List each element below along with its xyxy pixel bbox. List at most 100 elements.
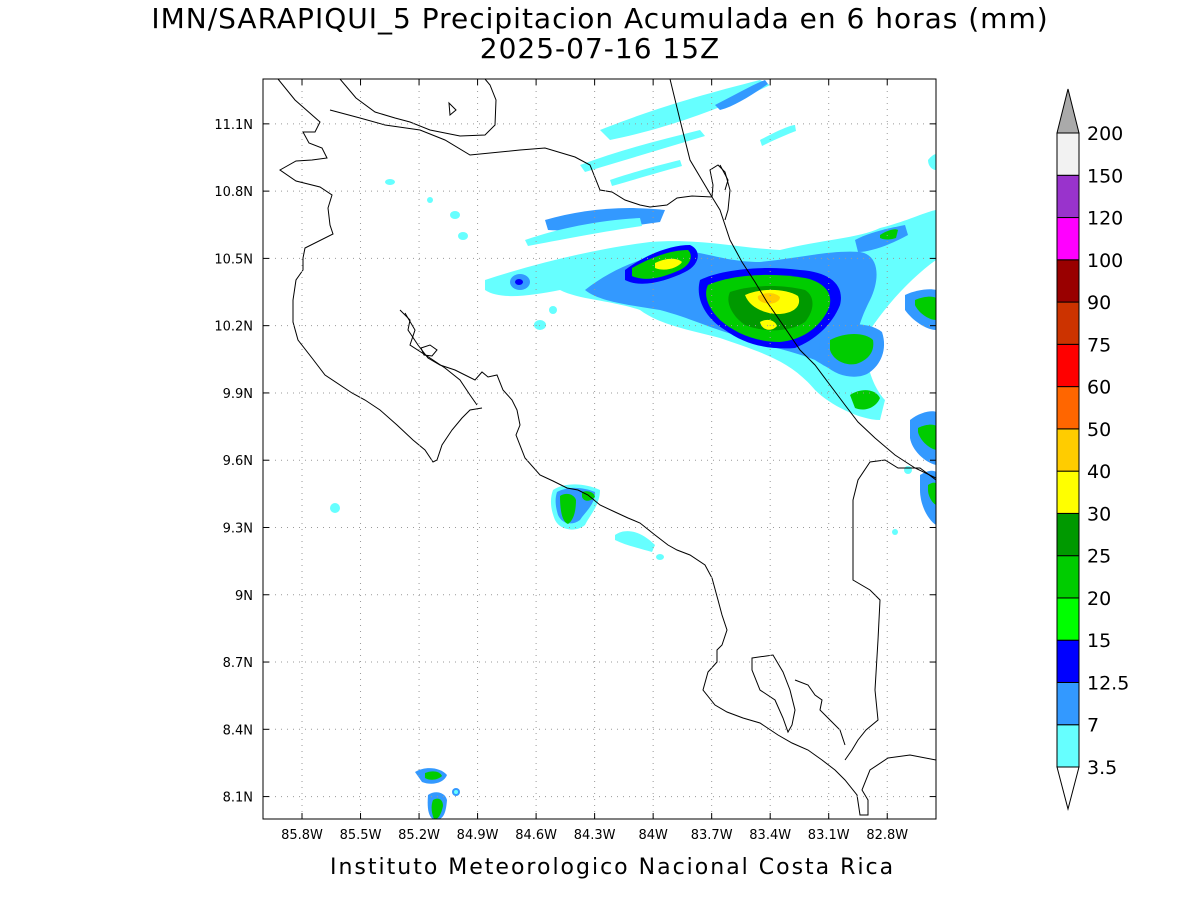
rain-cell-c bbox=[385, 179, 395, 185]
colorbar-swatch bbox=[1056, 386, 1080, 430]
y-tick-label: 10.5N bbox=[214, 252, 253, 267]
y-tick-label: 10.8N bbox=[214, 185, 253, 200]
colorbar-swatch bbox=[1056, 428, 1080, 472]
lake-nicaragua-shore bbox=[339, 79, 497, 137]
rain-se-south bbox=[850, 390, 880, 410]
rain-ne-green bbox=[880, 229, 898, 240]
rain-south-pacific-green bbox=[560, 493, 576, 524]
colorbar-swatch bbox=[1056, 512, 1080, 557]
colorbar-swatch bbox=[1056, 555, 1080, 599]
colorbar-label: 12.5 bbox=[1087, 672, 1129, 694]
rain-band-north-core bbox=[715, 80, 768, 110]
x-tick-label: 82.8W bbox=[866, 828, 908, 843]
rain-streak-3 bbox=[760, 125, 796, 146]
x-tick-label: 84.6W bbox=[515, 828, 557, 843]
x-tick-label: 83.4W bbox=[749, 828, 791, 843]
rain-far-south-2-green bbox=[431, 798, 443, 819]
north-inlet bbox=[719, 164, 729, 191]
map-date: 2025-07-16 15Z bbox=[479, 32, 721, 65]
colorbar-swatch bbox=[1056, 724, 1080, 768]
island-1 bbox=[420, 344, 438, 357]
y-tick-label: 9N bbox=[235, 589, 253, 604]
rain-se-cells-green bbox=[830, 334, 874, 365]
colorbar-label: 30 bbox=[1087, 503, 1111, 525]
x-tick-label: 85.8W bbox=[281, 828, 323, 843]
colorbar-swatch bbox=[1056, 259, 1080, 303]
rain-cell-g bbox=[534, 320, 546, 330]
colorbar-label: 3.5 bbox=[1087, 757, 1117, 779]
colorbar-label: 20 bbox=[1087, 588, 1111, 610]
rain-cell-l bbox=[656, 554, 664, 560]
rain-cell-e bbox=[458, 232, 468, 240]
colorbar-swatch bbox=[1056, 217, 1080, 261]
colorbar-label: 7 bbox=[1087, 715, 1099, 737]
y-tick-label: 9.3N bbox=[223, 521, 253, 536]
colorbar-min-triangle bbox=[1056, 766, 1080, 811]
coastline bbox=[277, 79, 936, 816]
colorbar-max-triangle bbox=[1056, 88, 1080, 134]
colorbar-swatch bbox=[1056, 174, 1080, 219]
x-tick-label: 85.2W bbox=[398, 828, 440, 843]
x-tick-label: 85.5W bbox=[340, 828, 382, 843]
colorbar-label: 200 bbox=[1087, 123, 1123, 145]
rain-south-streak bbox=[615, 531, 655, 552]
rain-band-mid-edge bbox=[525, 218, 642, 246]
rain-band-north bbox=[600, 80, 770, 140]
y-tick-label: 8.1N bbox=[223, 791, 253, 806]
rain-cell-h bbox=[549, 306, 557, 314]
rain-cell-n bbox=[454, 790, 458, 794]
y-tick-label: 9.9N bbox=[223, 387, 253, 402]
rain-core-small bbox=[760, 319, 777, 330]
map-title: IMN/SARAPIQUI_5 Precipitacion Acumulada … bbox=[151, 2, 1049, 35]
colorbar-swatch bbox=[1056, 132, 1080, 176]
x-tick-label: 84.9W bbox=[457, 828, 499, 843]
y-tick-label: 8.7N bbox=[223, 656, 253, 671]
rain-far-south-green bbox=[425, 771, 442, 780]
caribbean-coast bbox=[669, 79, 936, 479]
colorbar-label: 40 bbox=[1087, 461, 1111, 483]
colorbar: 3.5 7 12.5 15 20 25 30 40 50 60 75 90 100 120 150 200 bbox=[1056, 88, 1129, 811]
rain-east-edge-3-green bbox=[928, 482, 936, 505]
x-tick-label: 84W bbox=[638, 828, 668, 843]
rain-east-edge-1-green bbox=[915, 296, 936, 320]
colorbar-label: 50 bbox=[1087, 419, 1111, 441]
rio-san-juan bbox=[329, 109, 731, 221]
nicoya-inner bbox=[404, 312, 478, 406]
colorbar-label: 60 bbox=[1087, 377, 1111, 399]
precipitation-field bbox=[330, 80, 936, 819]
island-2 bbox=[448, 101, 457, 116]
nicaragua-coast bbox=[277, 79, 483, 463]
rain-cell-b bbox=[515, 279, 523, 285]
y-tick-label: 9.6N bbox=[223, 454, 253, 469]
axis-ticks: 85.8W 85.5W 85.2W 84.9W 84.6W 84.3W 84W 83.7W 83… bbox=[214, 79, 936, 843]
panama-border bbox=[844, 459, 936, 761]
graticule bbox=[263, 79, 936, 819]
x-tick-label: 83.1W bbox=[808, 828, 850, 843]
y-tick-label: 11.1N bbox=[214, 118, 253, 133]
rain-east-edge-2-green bbox=[918, 424, 936, 450]
rain-cell-k bbox=[892, 529, 898, 535]
colorbar-label: 150 bbox=[1087, 165, 1123, 187]
map-frame bbox=[262, 78, 937, 820]
colorbar-swatch bbox=[1056, 343, 1080, 388]
rain-streak-2 bbox=[610, 160, 682, 186]
nicoya-gulf bbox=[399, 309, 936, 816]
rain-cell-i bbox=[330, 503, 340, 513]
colorbar-label: 25 bbox=[1087, 546, 1111, 568]
y-tick-label: 8.4N bbox=[223, 723, 253, 738]
footer-credit: Instituto Meteorologico Nacional Costa R… bbox=[330, 855, 896, 880]
burica-peninsula bbox=[751, 654, 796, 734]
rain-ne-edge bbox=[928, 154, 936, 170]
colorbar-label: 90 bbox=[1087, 292, 1111, 314]
colorbar-label: 15 bbox=[1087, 630, 1111, 652]
colorbar-label: 100 bbox=[1087, 250, 1123, 272]
x-tick-label: 83.7W bbox=[691, 828, 733, 843]
golfo-dulce bbox=[794, 679, 846, 746]
rain-cell-j bbox=[904, 466, 912, 474]
rain-west-cell-yellow bbox=[655, 258, 682, 270]
colorbar-swatch bbox=[1056, 597, 1080, 641]
colorbar-label: 75 bbox=[1087, 334, 1111, 356]
colorbar-label: 120 bbox=[1087, 208, 1123, 230]
colorbar-swatch bbox=[1056, 470, 1080, 514]
